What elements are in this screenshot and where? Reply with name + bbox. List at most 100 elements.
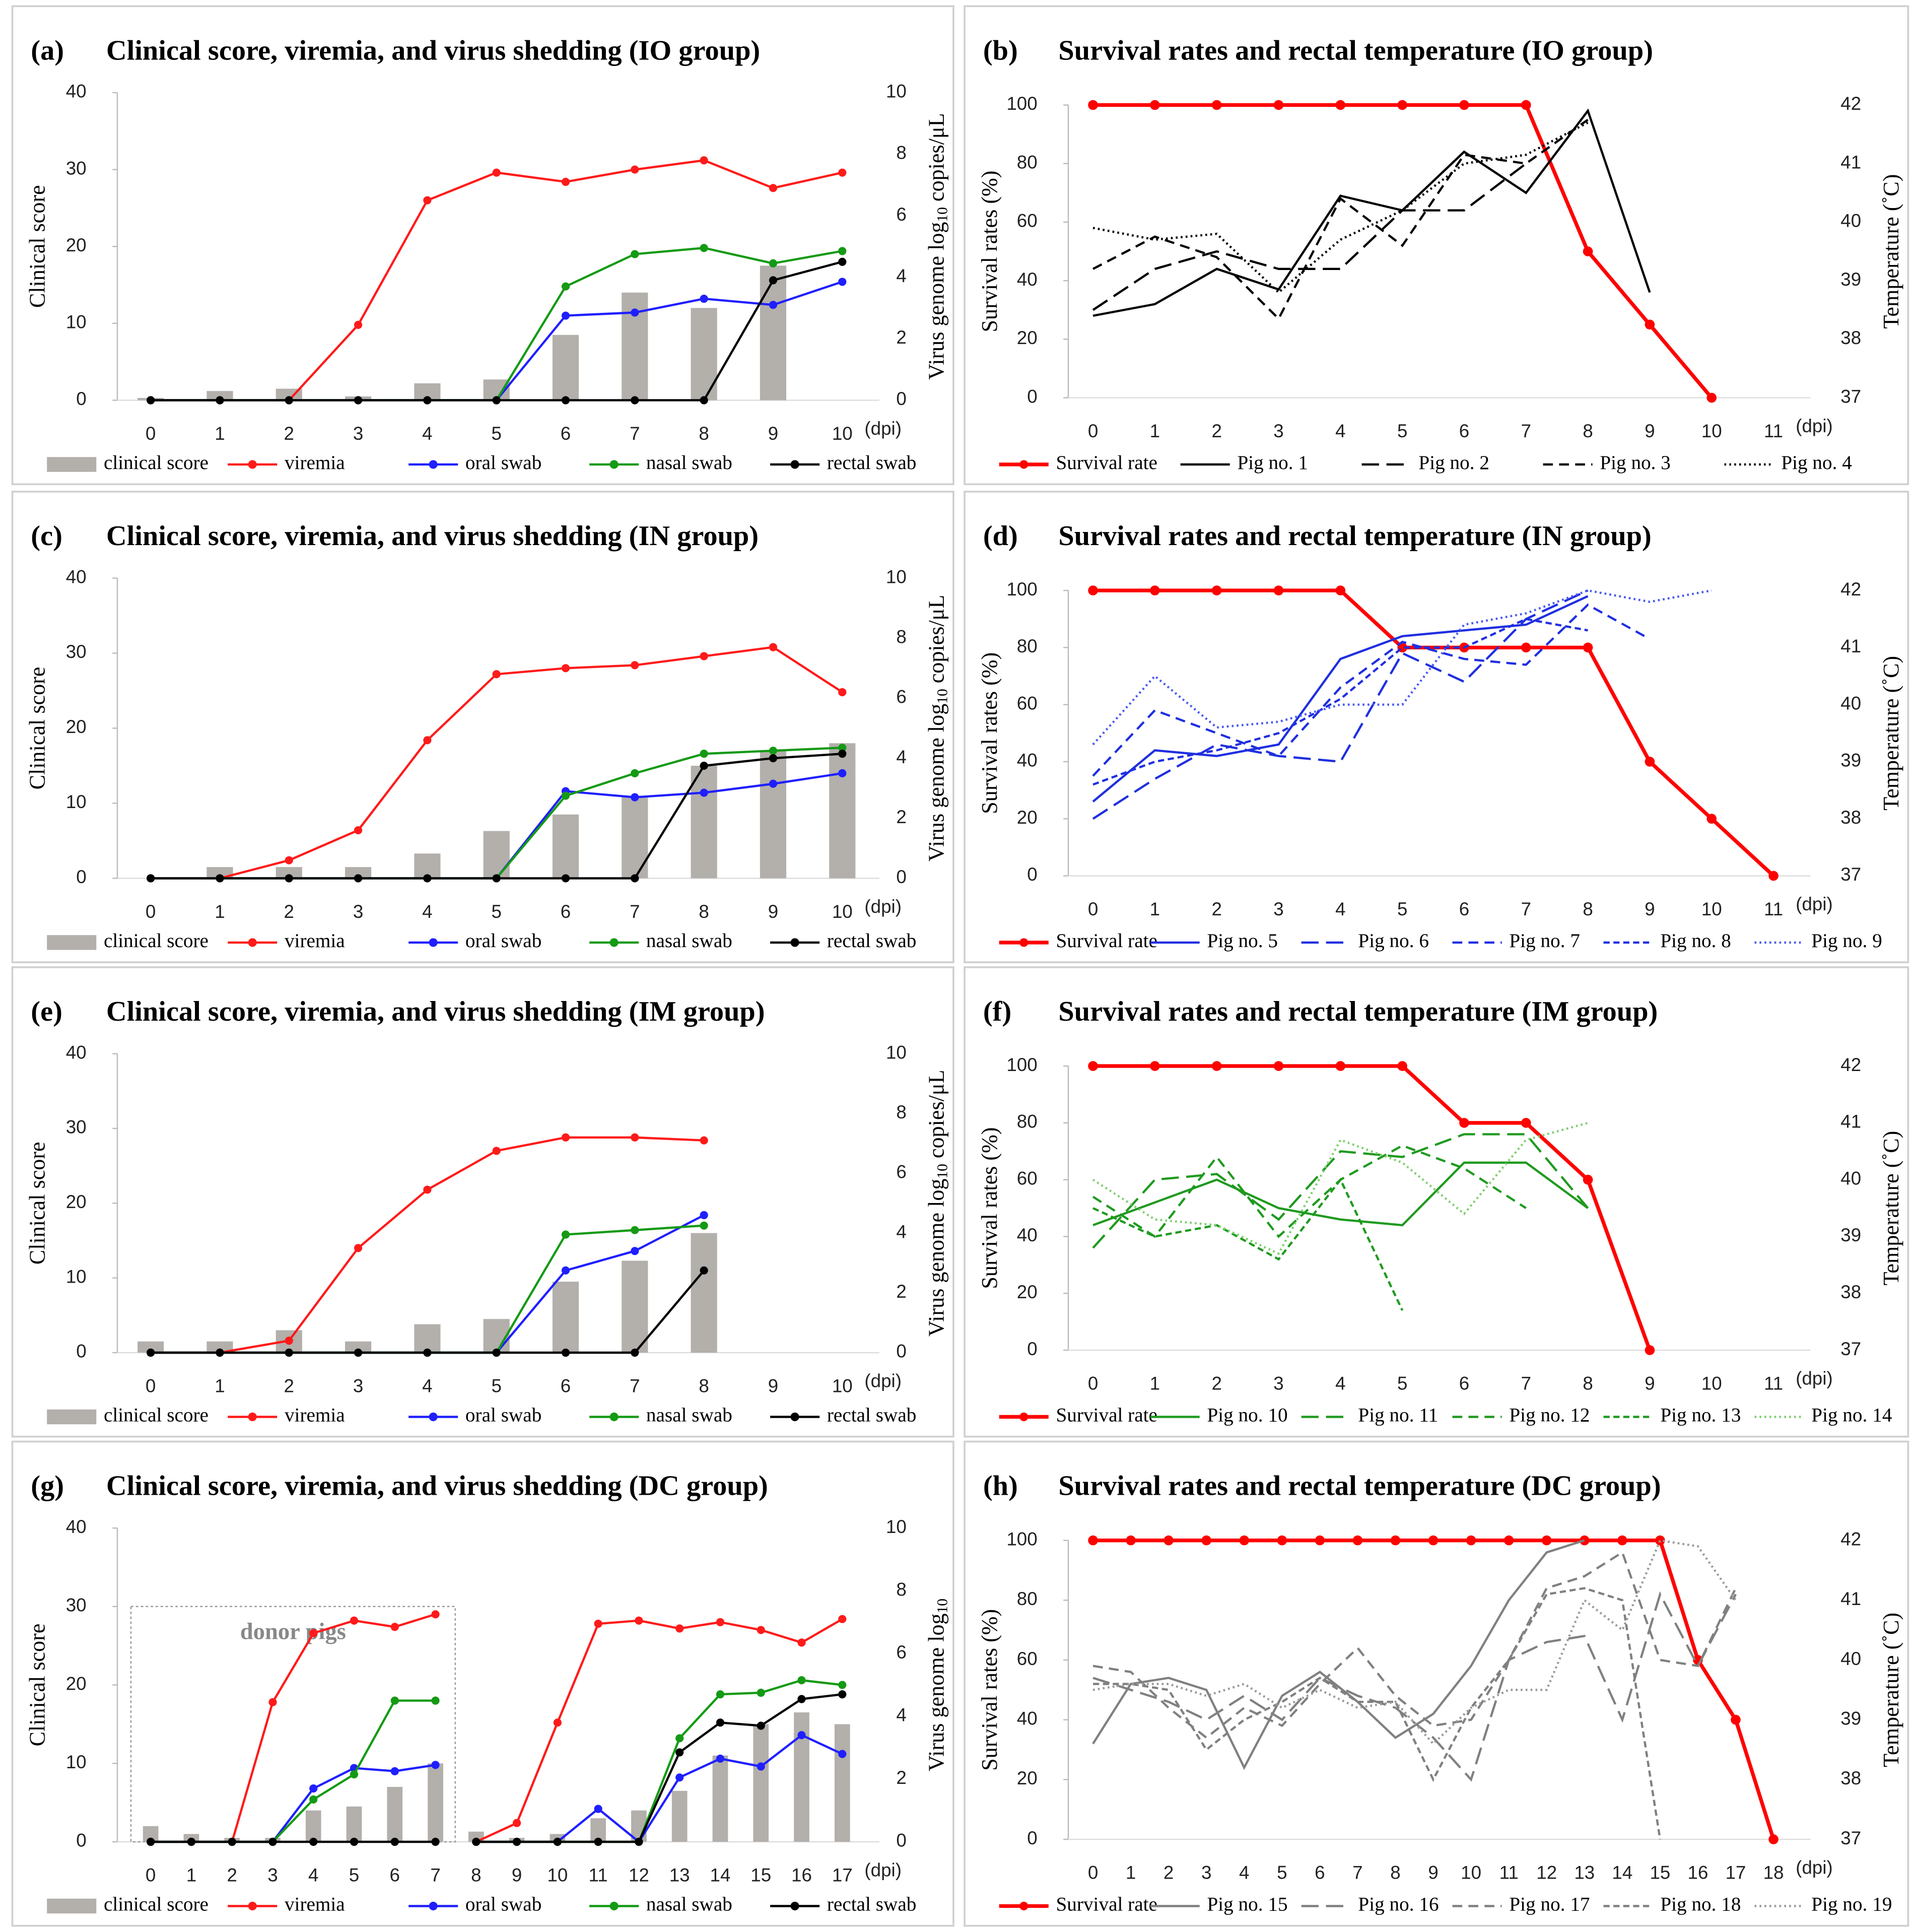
legend-marker [248,460,257,469]
x-tick-label: 3 [353,901,363,922]
marker [838,750,847,758]
marker [631,250,639,258]
marker [1335,1061,1346,1071]
y-tick-label: 20 [66,1673,87,1694]
x-tick-label: 5 [491,1375,501,1396]
marker [423,396,432,405]
marker [1503,1535,1514,1546]
marker [216,396,224,405]
chart-title: Clinical score, viremia, and virus shedd… [106,996,765,1027]
marker [350,1770,359,1779]
x-tick-label: 5 [349,1864,359,1885]
y-axis-label: Survival rates (%) [977,652,1002,814]
marker [1645,757,1655,767]
marker [561,1230,570,1239]
marker [1521,100,1531,110]
marker [631,396,639,405]
legend-label: viremia [285,1404,345,1426]
x-tick-label: 7 [1521,1373,1531,1393]
marker [492,1348,501,1357]
legend-label: Survival rate [1056,930,1157,952]
x-unit: (dpi) [1796,1857,1833,1878]
y2-tick-label: 8 [896,1579,906,1600]
marker [561,311,570,320]
marker [635,1837,643,1846]
legend-label: oral swab [465,452,541,474]
x-tick-label: 4 [1335,899,1345,919]
panel-letter: (d) [983,520,1018,552]
x-tick-label: 7 [1352,1862,1362,1883]
legend-marker [429,460,438,469]
marker [700,1221,708,1230]
y2-axis-label: Temperature (˚C) [1879,656,1903,811]
legend-label: viremia [285,1893,345,1915]
x-tick-label: 8 [1583,421,1593,441]
marker [431,1696,440,1705]
marker [354,826,363,835]
marker [631,308,639,317]
marker [423,736,432,745]
marker [700,788,708,797]
y2-tick-label: 0 [896,1830,906,1851]
legend-label: Pig no. 18 [1660,1893,1741,1915]
x-tick-label: 9 [768,423,778,444]
line [151,1734,843,1844]
marker [700,244,708,252]
x-tick-label: 11 [589,1864,608,1885]
marker [797,1676,806,1685]
x-tick-label: 6 [390,1864,400,1885]
y2-tick-label: 40 [1840,1168,1861,1188]
bar [552,335,579,401]
legend-label: Pig no. 7 [1509,930,1580,952]
y-axis-label: Clinical score [25,1142,50,1264]
x-tick-label: 3 [1273,1373,1283,1393]
marker [716,1718,725,1727]
y-tick-label: 60 [1017,1168,1038,1188]
legend-swatch [47,457,97,472]
y2-tick-label: 2 [896,1767,906,1788]
marker [1315,1535,1325,1546]
x-tick-label: 10 [1701,899,1722,919]
x-tick-label: 9 [1645,421,1655,441]
y-tick-label: 10 [66,1752,87,1772]
legend-label: oral swab [465,930,541,952]
marker [492,874,501,883]
bar [760,751,787,879]
x-tick-label: 4 [1335,1373,1345,1393]
marker [431,1837,440,1846]
panel-frame [11,5,954,486]
x-tick-label: 8 [699,901,709,922]
x-tick-label: 3 [353,1375,363,1396]
marker [769,276,778,285]
marker [492,1147,501,1155]
marker [285,874,293,883]
bar [760,265,787,401]
marker [1352,1535,1363,1546]
y-tick-label: 100 [1006,93,1037,114]
legend-label: oral swab [465,1893,541,1915]
marker [1397,100,1407,110]
marker [423,196,432,205]
y2-tick-label: 39 [1840,750,1861,771]
marker [561,1348,570,1357]
x-tick-label: 11 [1499,1862,1519,1883]
y2-axis-label-part: 10 [934,1164,950,1178]
legend-marker [248,938,257,947]
marker [390,1767,399,1775]
marker [631,661,639,670]
x-tick-label: 4 [422,901,432,922]
y-tick-label: 40 [66,81,87,102]
x-tick-label: 7 [1521,899,1531,919]
y2-tick-label: 4 [896,1705,906,1725]
x-tick-label: 1 [1150,1373,1160,1393]
x-tick-label: 10 [832,423,853,444]
marker [631,165,639,174]
y2-axis-label-part: copies/μL [924,113,949,207]
marker [757,1626,765,1634]
y2-tick-label: 41 [1840,1588,1861,1609]
marker [1335,585,1346,595]
y-tick-label: 40 [1017,1225,1038,1245]
marker [1397,1061,1407,1071]
marker [354,1348,363,1357]
y2-tick-label: 4 [896,1221,906,1242]
